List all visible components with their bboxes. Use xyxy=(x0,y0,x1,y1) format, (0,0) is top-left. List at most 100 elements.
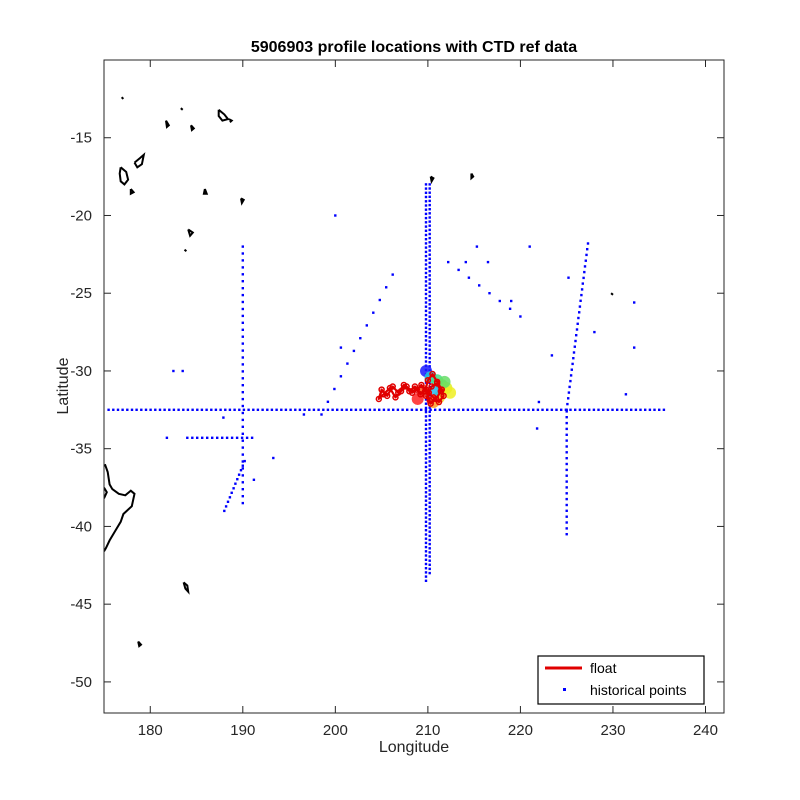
historical-point xyxy=(428,307,431,310)
historical-point xyxy=(428,183,431,186)
historical-point xyxy=(242,408,246,411)
historical-point xyxy=(424,347,428,351)
historical-point xyxy=(424,259,428,262)
historical-point xyxy=(424,533,428,536)
float-track-point xyxy=(413,386,421,393)
historical-point xyxy=(428,336,431,339)
historical-point xyxy=(424,406,428,410)
historical-point xyxy=(331,408,334,411)
historical-point xyxy=(513,408,516,411)
historical-point xyxy=(241,474,244,477)
historical-point xyxy=(424,330,428,334)
historical-point xyxy=(424,200,428,203)
coastline xyxy=(183,248,188,252)
historical-point xyxy=(428,542,431,546)
historical-point xyxy=(602,408,605,411)
historical-point xyxy=(289,408,292,411)
historical-point xyxy=(252,478,256,481)
historical-point xyxy=(550,408,554,411)
historical-point xyxy=(519,315,522,318)
historical-point xyxy=(135,408,138,411)
y-tick-label: -45 xyxy=(70,596,92,613)
historical-point xyxy=(340,408,344,411)
x-tick-label: 240 xyxy=(693,722,718,739)
historical-point xyxy=(428,344,431,347)
historical-point xyxy=(424,550,428,553)
historical-point xyxy=(424,461,428,464)
historical-point xyxy=(241,273,244,276)
historical-point xyxy=(428,253,431,256)
plot-frame xyxy=(103,59,725,714)
historical-point xyxy=(424,263,428,266)
historical-point xyxy=(550,354,554,357)
historical-point xyxy=(428,559,431,562)
y-tick-label: -50 xyxy=(70,674,92,691)
coastline xyxy=(228,118,234,123)
historical-point xyxy=(424,301,428,304)
historical-point xyxy=(428,245,431,248)
historical-point xyxy=(565,416,568,419)
historical-point xyxy=(428,220,431,223)
float-track-point xyxy=(429,370,436,378)
historical-point xyxy=(424,419,428,422)
historical-point xyxy=(565,427,568,431)
historical-point xyxy=(186,408,190,411)
historical-point xyxy=(241,266,244,269)
historical-point xyxy=(428,352,431,356)
historical-point xyxy=(583,265,587,268)
float-track-point xyxy=(422,392,430,400)
historical-point xyxy=(391,273,394,276)
historical-point xyxy=(333,387,336,391)
historical-point xyxy=(424,541,428,545)
float-track-point xyxy=(418,381,425,389)
historical-point xyxy=(569,374,573,377)
historical-point xyxy=(579,299,582,302)
historical-point xyxy=(593,330,596,334)
historical-point xyxy=(424,415,428,418)
coastline xyxy=(118,166,130,186)
historical-point xyxy=(428,340,431,343)
historical-point xyxy=(424,305,428,308)
float-track-point xyxy=(433,380,441,387)
historical-point xyxy=(518,408,521,411)
historical-point xyxy=(424,267,428,270)
historical-point xyxy=(457,268,460,272)
historical-point xyxy=(424,309,428,313)
historical-point xyxy=(424,208,428,211)
historical-point xyxy=(237,473,241,476)
historical-point xyxy=(424,499,428,502)
historical-point xyxy=(428,472,431,475)
historical-point xyxy=(378,298,381,302)
historical-point xyxy=(567,397,570,400)
historical-point xyxy=(428,294,431,298)
coastline xyxy=(190,124,196,132)
historical-point xyxy=(424,246,428,249)
historical-point xyxy=(573,345,576,348)
historical-point xyxy=(228,496,232,499)
x-axis-label: Longitude xyxy=(379,739,449,756)
historical-point xyxy=(499,408,502,411)
historical-point xyxy=(346,362,349,365)
historical-point xyxy=(261,408,264,411)
historical-point xyxy=(653,408,656,411)
historical-point xyxy=(428,232,431,236)
historical-point xyxy=(401,408,404,411)
historical-point xyxy=(428,406,431,409)
historical-point xyxy=(177,408,180,411)
historical-point xyxy=(235,436,239,439)
historical-point xyxy=(206,436,209,439)
coastline xyxy=(165,120,171,129)
historical-point xyxy=(428,447,431,451)
historical-point xyxy=(247,408,250,411)
historical-point xyxy=(241,425,244,428)
historical-point xyxy=(424,233,428,237)
historical-point xyxy=(424,545,428,549)
historical-point xyxy=(428,286,431,289)
y-tick-label: -30 xyxy=(70,363,92,380)
historical-point xyxy=(270,408,274,411)
historical-point xyxy=(586,242,590,245)
float-track xyxy=(375,370,447,407)
historical-point xyxy=(228,408,232,411)
historical-point xyxy=(424,575,428,578)
